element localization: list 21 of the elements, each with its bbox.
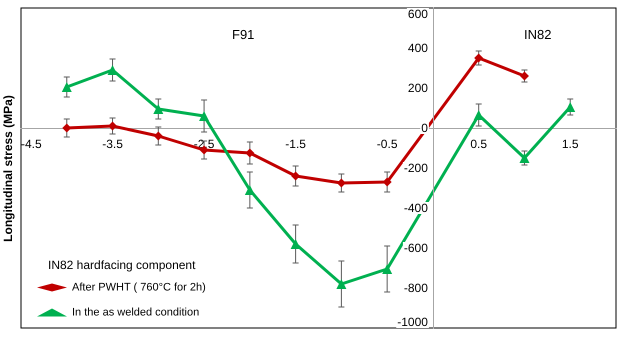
x-tick-label: 0.5 xyxy=(470,137,488,151)
x-tick-label: -3.5 xyxy=(102,137,124,151)
x-tick-label: -4.5 xyxy=(21,137,42,151)
x-tick-label: 1.5 xyxy=(562,137,579,151)
annotation: IN82 xyxy=(524,27,552,42)
legend-title: IN82 hardfacing component xyxy=(48,258,196,272)
y-tick-label: -800 xyxy=(404,281,428,295)
annotation: F91 xyxy=(232,27,254,42)
y-tick-label: -1000 xyxy=(397,315,428,329)
y-tick-label: 200 xyxy=(408,81,428,95)
y-tick-label: 0 xyxy=(421,121,428,135)
y-tick-label: 400 xyxy=(408,41,428,55)
y-tick-label: -600 xyxy=(404,241,428,255)
y-tick-label: -400 xyxy=(404,201,428,215)
x-tick-label: -1.5 xyxy=(285,137,306,151)
y-axis-title: Longitudinal stress (MPa) xyxy=(1,95,15,242)
legend-label: After PWHT ( 760°C for 2h) xyxy=(72,282,206,294)
legend-label: In the as welded condition xyxy=(72,306,200,318)
y-tick-label: -200 xyxy=(404,161,428,175)
y-tick-label: 600 xyxy=(408,7,428,21)
x-tick-label: -0.5 xyxy=(376,137,398,151)
